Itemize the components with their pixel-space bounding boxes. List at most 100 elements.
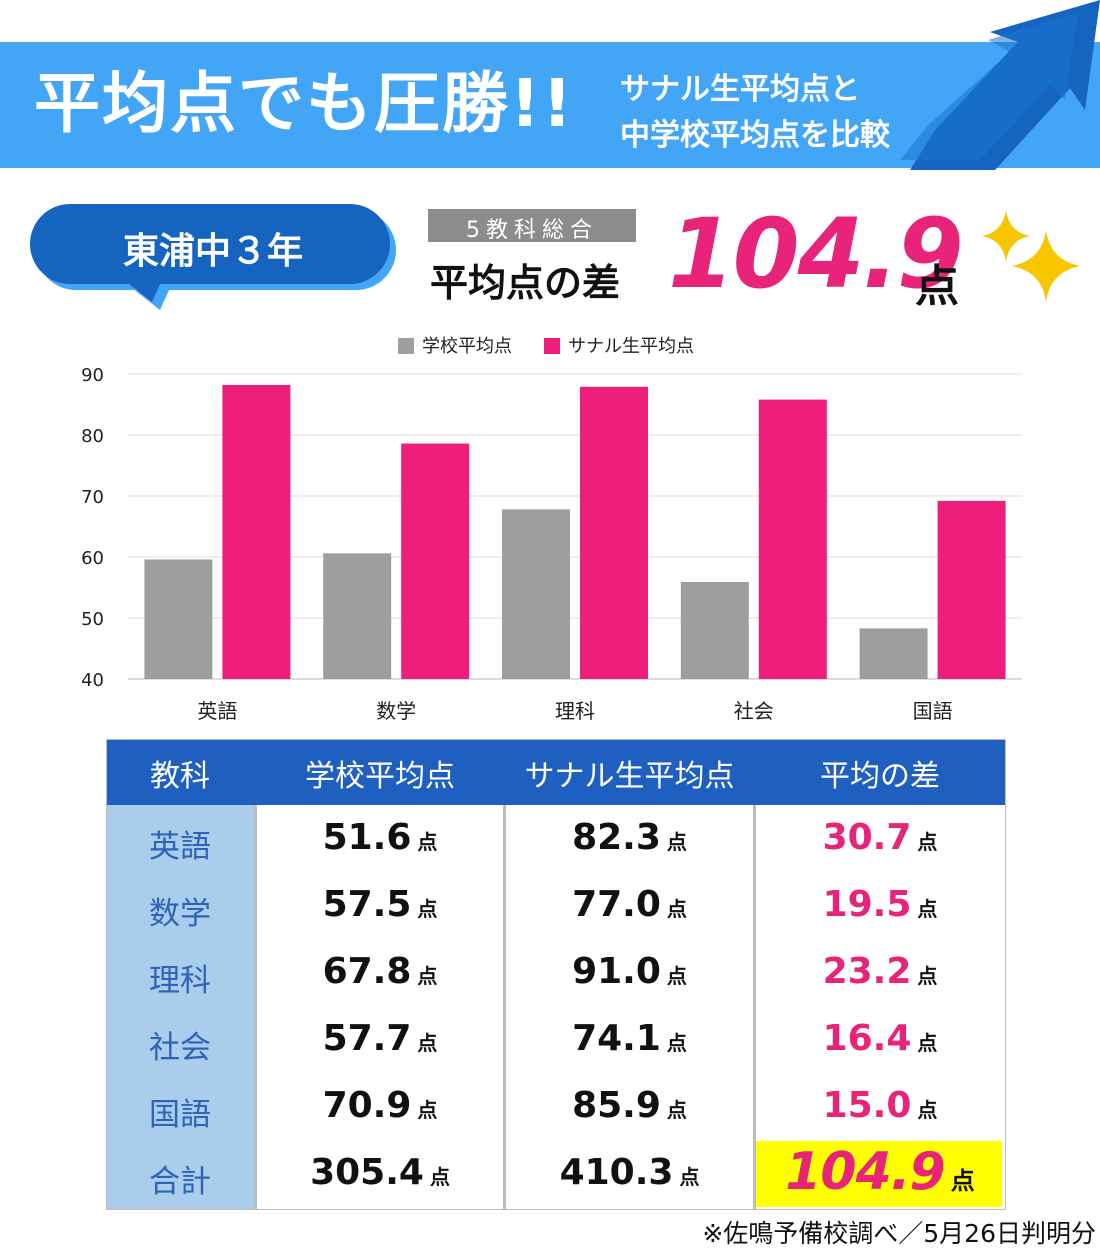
legend-swatch-sanaru xyxy=(544,338,560,354)
diff-value: 15.0 xyxy=(822,1085,912,1126)
header-sanaru: サナル生平均点 xyxy=(524,759,735,794)
unit-label: 点 xyxy=(917,964,938,988)
bar-school-4 xyxy=(859,628,928,679)
diff-value: 23.2 xyxy=(822,951,912,992)
diff-cell: 15.0 点 xyxy=(756,1085,1004,1126)
sanaru-cell: 77.0 点 xyxy=(506,884,753,925)
bar-school-3 xyxy=(680,582,749,679)
legend-label-sanaru: サナル生平均点 xyxy=(568,336,694,357)
school-name: 東浦中３年 xyxy=(122,231,303,272)
sanaru-cell: 85.9 点 xyxy=(506,1085,753,1126)
school-cell: 70.9 点 xyxy=(257,1085,503,1126)
diff-cell: 23.2 点 xyxy=(756,951,1004,992)
y-tick-label: 80 xyxy=(81,426,104,447)
subject-label: 国語 xyxy=(149,1097,211,1133)
school-value: 57.7 xyxy=(322,1018,412,1059)
bar-sanaru-2 xyxy=(580,386,648,679)
school-value: 67.8 xyxy=(322,951,412,992)
bar-chart: 学校平均点 サナル生平均点 40 50 60 70 80 90 英語 数学 理科 社会 国語 xyxy=(81,336,1022,723)
y-tick-label: 40 xyxy=(81,670,104,691)
sanaru-value: 410.3 xyxy=(559,1152,674,1193)
school-cell: 67.8 点 xyxy=(257,951,503,992)
x-tick-label: 国語 xyxy=(913,699,953,723)
diff-value: 16.4 xyxy=(822,1018,912,1059)
school-badge xyxy=(30,204,396,310)
column-divider xyxy=(503,805,506,1210)
unit-label: 点 xyxy=(417,1098,438,1122)
total-diff-cell: 104.9 点 xyxy=(756,1142,1004,1202)
column-divider xyxy=(753,805,756,1210)
unit-label: 点 xyxy=(917,1031,938,1055)
diff-value: 19.5 xyxy=(822,884,912,925)
diff-value: 104.9 xyxy=(785,1142,945,1202)
total-school-cell: 305.4 点 xyxy=(257,1152,503,1193)
school-cell: 57.7 点 xyxy=(257,1018,503,1059)
sparkle-icon xyxy=(982,210,1080,302)
y-tick-label: 70 xyxy=(81,487,104,508)
subject-label: 英語 xyxy=(149,829,211,865)
x-tick-label: 数学 xyxy=(376,699,416,723)
summary-diff-label: 平均点の差 xyxy=(430,261,621,305)
unit-label: 点 xyxy=(417,830,438,854)
school-cell: 57.5 点 xyxy=(257,884,503,925)
school-value: 305.4 xyxy=(310,1152,424,1193)
unit-label: 点 xyxy=(679,1165,700,1189)
up-arrow-icon xyxy=(900,0,1100,170)
unit-label: 点 xyxy=(666,964,687,988)
unit-label: 点 xyxy=(666,830,687,854)
unit-label: 点 xyxy=(666,1031,687,1055)
unit-label: 点 xyxy=(429,1165,450,1189)
bar-school-0 xyxy=(144,559,213,679)
bar-sanaru-4 xyxy=(937,500,1006,679)
subject-label: 理科 xyxy=(149,963,211,999)
column-divider xyxy=(254,805,257,1210)
diff-cell: 30.7 点 xyxy=(756,817,1004,858)
unit-label: 点 xyxy=(417,964,438,988)
unit-label: 点 xyxy=(666,897,687,921)
summary-label: 5教科総合 xyxy=(466,218,598,243)
unit-label: 点 xyxy=(917,1098,938,1122)
y-tick-label: 60 xyxy=(81,548,104,569)
legend-label-school: 学校平均点 xyxy=(422,336,512,357)
summary-unit: 点 xyxy=(915,261,959,312)
header-diff: 平均の差 xyxy=(820,759,940,794)
bar-school-2 xyxy=(502,509,570,679)
banner-subtitle-line1: サナル生平均点と xyxy=(620,72,860,107)
unit-label: 点 xyxy=(917,830,938,854)
total-diff-highlight xyxy=(756,1141,1002,1207)
summary-label-box xyxy=(428,209,636,242)
school-value: 57.5 xyxy=(322,884,412,925)
source-note: ※佐鳴予備校調べ／5月26日判明分 xyxy=(702,1219,1096,1248)
subject-label: 社会 xyxy=(149,1030,211,1066)
y-tick-label: 90 xyxy=(81,365,104,386)
bar-sanaru-1 xyxy=(401,443,470,679)
school-cell: 51.6 点 xyxy=(257,817,503,858)
sanaru-value: 91.0 xyxy=(572,951,661,992)
sanaru-value: 77.0 xyxy=(572,884,661,925)
diff-cell: 19.5 点 xyxy=(756,884,1004,925)
header-subject: 教科 xyxy=(150,759,210,794)
score-table: 教科 学校平均点 サナル生平均点 平均の差 英語 51.6 点 82.3 点 30.7 点数… xyxy=(106,739,1006,1210)
unit-label: 点 xyxy=(417,1031,438,1055)
unit-label: 点 xyxy=(950,1167,975,1195)
x-tick-label: 社会 xyxy=(734,699,774,723)
legend-swatch-school xyxy=(398,338,414,354)
unit-label: 点 xyxy=(417,897,438,921)
school-value: 51.6 xyxy=(322,817,412,858)
school-value: 70.9 xyxy=(322,1085,412,1126)
x-tick-label: 英語 xyxy=(197,699,237,723)
subject-column xyxy=(106,805,254,1210)
x-tick-label: 理科 xyxy=(555,699,595,723)
header-school: 学校平均点 xyxy=(305,759,455,794)
chart-legend: 学校平均点 サナル生平均点 xyxy=(398,336,694,357)
bar-school-1 xyxy=(323,553,392,679)
banner-subtitle-line2: 中学校平均点を比較 xyxy=(620,118,890,153)
bar-sanaru-0 xyxy=(222,384,291,679)
diff-value: 30.7 xyxy=(822,817,912,858)
sanaru-value: 74.1 xyxy=(572,1018,661,1059)
bar-sanaru-3 xyxy=(758,399,827,679)
unit-label: 点 xyxy=(917,897,938,921)
subject-label: 数学 xyxy=(149,896,211,932)
sanaru-cell: 91.0 点 xyxy=(506,951,753,992)
table-header: 教科 学校平均点 サナル生平均点 平均の差 xyxy=(106,739,1006,805)
